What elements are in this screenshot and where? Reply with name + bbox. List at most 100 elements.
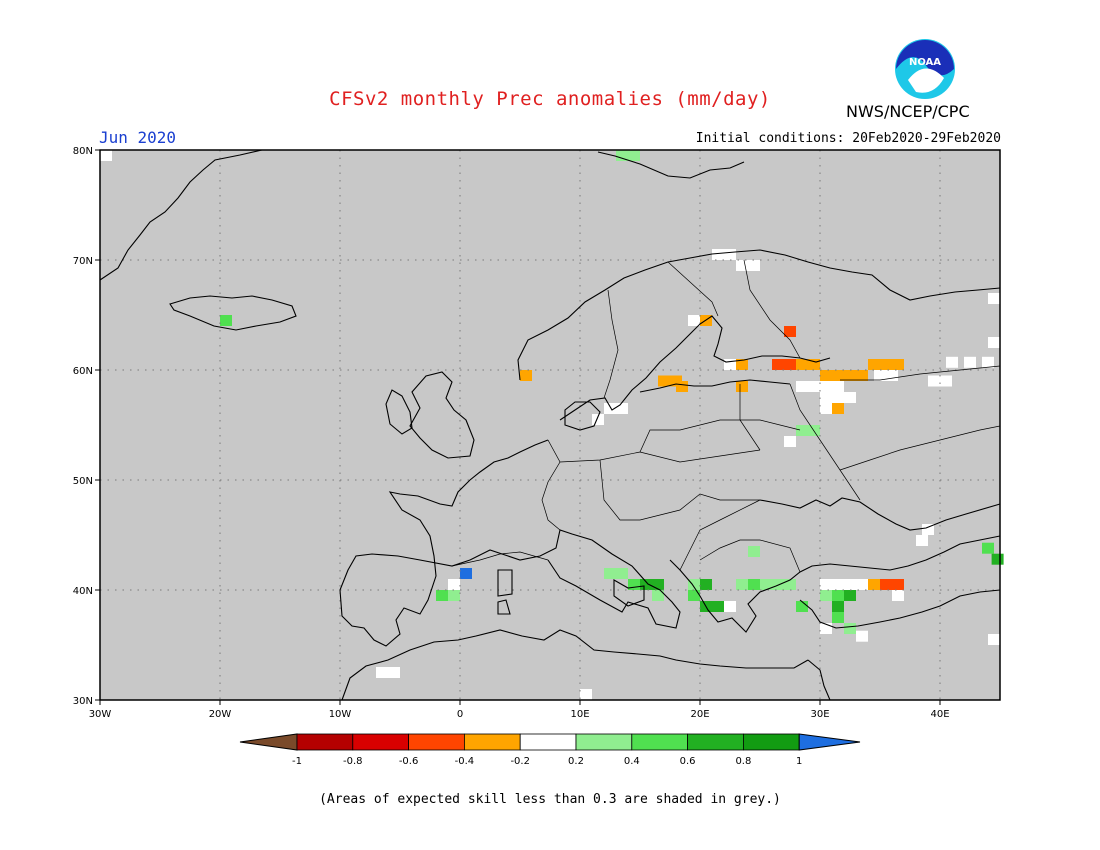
colorbar-swatch [575, 733, 633, 751]
colorbar-tick-label: -0.6 [399, 756, 419, 767]
anomaly-cell [688, 579, 700, 590]
colorbar-tick-label: -1 [292, 756, 302, 767]
anomaly-cell [892, 579, 904, 590]
longitude-labels: 30W 20W 10W 0 10E 20E 30E 40E [89, 700, 950, 720]
lon-tick-label: 10E [570, 709, 589, 720]
anomaly-cell [448, 590, 460, 601]
anomaly-cell [844, 590, 856, 601]
anomaly-cell [712, 249, 724, 260]
chart-title: CFSv2 monthly Prec anomalies (mm/day) [329, 88, 771, 110]
anomaly-cell [712, 601, 724, 612]
anomaly-cell [892, 359, 904, 370]
colorbar-tick-label: 0.8 [735, 756, 751, 767]
anomaly-cell [436, 590, 448, 601]
anomaly-cell [922, 524, 934, 535]
anomaly-cell [100, 150, 112, 161]
anomaly-cell [652, 590, 664, 601]
map-frame [99, 149, 1001, 701]
colorbar-arrow-low [239, 733, 298, 751]
anomaly-cell [616, 150, 628, 161]
colorbar-tick-label: -0.8 [343, 756, 363, 767]
colorbar-tick-label: 1 [796, 756, 802, 767]
anomaly-cell [676, 381, 688, 392]
anomaly-cell [808, 381, 820, 392]
anomaly-cell [844, 392, 856, 403]
colorbar-swatch [631, 733, 688, 751]
initial-conditions: Initial conditions: 20Feb2020-29Feb2020 [695, 131, 1001, 146]
anomaly-cells [100, 150, 1004, 700]
anomaly-cell [784, 326, 796, 337]
lon-tick-label: 20W [209, 709, 232, 720]
colorbar-swatch [408, 733, 465, 751]
forecast-month: Jun 2020 [99, 128, 177, 147]
colorbar-tick-label: -0.2 [510, 756, 530, 767]
lat-tick-label: 30N [73, 696, 93, 707]
anomaly-cell [832, 381, 844, 392]
anomaly-cell [724, 249, 736, 260]
anomaly-cell [736, 381, 748, 392]
anomaly-cell [640, 579, 652, 590]
anomaly-cell [616, 403, 628, 414]
lat-tick-label: 80N [73, 146, 93, 157]
colorbar-swatch [352, 733, 409, 751]
anomaly-cell [946, 356, 958, 368]
anomaly-cell [658, 375, 670, 387]
anomaly-cell [376, 667, 388, 678]
anomaly-cell [991, 553, 1004, 565]
agency-label: NWS/NCEP/CPC [846, 102, 970, 121]
anomaly-cell [874, 370, 886, 381]
anomaly-cell [820, 623, 832, 634]
anomaly-cell [928, 375, 940, 387]
logo-text: NOAA [909, 57, 941, 68]
anomaly-cell [856, 579, 868, 590]
anomaly-cell [796, 601, 808, 612]
anomaly-cell [520, 370, 532, 381]
colorbar-tick-label: 0.2 [568, 756, 584, 767]
anomaly-cell [940, 375, 952, 387]
anomaly-cell [982, 356, 994, 368]
anomaly-cell [988, 634, 1000, 645]
colorbar-swatch [743, 733, 800, 751]
anomaly-cell [982, 542, 994, 554]
anomaly-cell [820, 590, 832, 601]
anomaly-cell [736, 359, 748, 370]
anomaly-cell [220, 315, 232, 326]
anomaly-cell [856, 630, 868, 642]
anomaly-cell [880, 579, 892, 590]
anomaly-cell [988, 337, 1000, 348]
anomaly-cell [844, 370, 856, 381]
anomaly-cell [604, 568, 616, 579]
lon-tick-label: 40E [930, 709, 949, 720]
anomaly-cell [796, 381, 808, 392]
anomaly-cell [832, 392, 844, 403]
anomaly-cell [832, 612, 844, 623]
map-background [100, 150, 1000, 700]
skill-footnote: (Areas of expected skill less than 0.3 a… [319, 792, 781, 807]
anomaly-cell [652, 579, 664, 590]
lat-tick-label: 60N [73, 366, 93, 377]
lon-tick-label: 30W [89, 709, 112, 720]
anomaly-cell [856, 370, 868, 381]
colorbar-tick-label: 0.4 [624, 756, 640, 767]
anomaly-cell [628, 579, 640, 590]
anomaly-cell [580, 689, 592, 700]
anomaly-cell [832, 370, 844, 381]
colorbar-swatch [463, 733, 521, 751]
anomaly-cell [724, 601, 736, 612]
anomaly-cell [832, 590, 844, 601]
anomaly-cell [886, 370, 898, 381]
anomaly-cell [784, 436, 796, 447]
lon-tick-label: 0 [457, 709, 463, 720]
colorbar-tick-label: -0.4 [455, 756, 475, 767]
colorbar-tick-label: 0.6 [680, 756, 696, 767]
latitude-labels: 30N 40N 50N 60N 70N 80N [73, 146, 100, 707]
anomaly-cell [868, 359, 880, 370]
anomaly-cell [736, 579, 748, 590]
anomaly-cell [820, 392, 832, 403]
anomaly-cell [820, 403, 832, 414]
anomaly-cell [616, 568, 628, 579]
anomaly-cell [868, 579, 880, 590]
anomaly-cell [820, 381, 832, 392]
anomaly-cell [892, 590, 904, 601]
colorbar-arrow-high [798, 733, 861, 751]
